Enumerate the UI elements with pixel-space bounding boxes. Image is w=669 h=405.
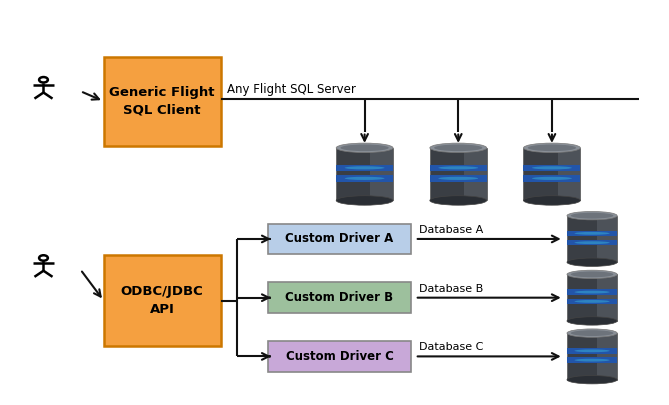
- FancyBboxPatch shape: [268, 341, 411, 372]
- Polygon shape: [371, 148, 393, 200]
- Ellipse shape: [575, 291, 609, 294]
- Text: Database C: Database C: [419, 342, 484, 352]
- Ellipse shape: [575, 241, 609, 244]
- Bar: [430, 175, 487, 181]
- Ellipse shape: [567, 375, 617, 384]
- Polygon shape: [597, 275, 617, 321]
- Ellipse shape: [337, 143, 393, 153]
- Text: Custom Driver A: Custom Driver A: [286, 232, 393, 245]
- Bar: [567, 357, 617, 363]
- Bar: [567, 289, 617, 295]
- Ellipse shape: [567, 317, 617, 325]
- Bar: [567, 240, 617, 245]
- Polygon shape: [567, 275, 617, 321]
- Bar: [337, 175, 393, 181]
- FancyBboxPatch shape: [104, 57, 221, 146]
- Ellipse shape: [438, 177, 478, 180]
- Text: Custom Driver B: Custom Driver B: [286, 291, 393, 304]
- Ellipse shape: [523, 143, 580, 153]
- Polygon shape: [523, 148, 580, 200]
- Bar: [567, 298, 617, 304]
- Ellipse shape: [345, 166, 385, 169]
- FancyBboxPatch shape: [268, 283, 411, 313]
- Polygon shape: [337, 148, 393, 200]
- Bar: [337, 165, 393, 171]
- Bar: [430, 165, 487, 171]
- Ellipse shape: [438, 166, 478, 169]
- Text: Database A: Database A: [419, 225, 484, 235]
- Text: Generic Flight
SQL Client: Generic Flight SQL Client: [110, 86, 215, 117]
- Ellipse shape: [575, 300, 609, 303]
- Polygon shape: [464, 148, 487, 200]
- Ellipse shape: [341, 145, 389, 151]
- Bar: [567, 348, 617, 354]
- Ellipse shape: [434, 145, 482, 151]
- Ellipse shape: [337, 196, 393, 205]
- FancyBboxPatch shape: [268, 224, 411, 254]
- Text: ODBC/JDBC
API: ODBC/JDBC API: [121, 285, 203, 316]
- Ellipse shape: [571, 271, 613, 277]
- Text: Database B: Database B: [419, 284, 484, 294]
- Ellipse shape: [571, 330, 613, 336]
- Polygon shape: [558, 148, 580, 200]
- Ellipse shape: [430, 196, 487, 205]
- Polygon shape: [430, 148, 487, 200]
- Text: Custom Driver C: Custom Driver C: [286, 350, 393, 363]
- Ellipse shape: [567, 270, 617, 279]
- Bar: [567, 230, 617, 236]
- Ellipse shape: [567, 329, 617, 337]
- Polygon shape: [567, 333, 617, 380]
- Ellipse shape: [575, 350, 609, 352]
- Ellipse shape: [532, 177, 572, 180]
- Ellipse shape: [532, 166, 572, 169]
- Ellipse shape: [575, 232, 609, 235]
- Ellipse shape: [567, 211, 617, 220]
- Ellipse shape: [567, 258, 617, 266]
- Polygon shape: [597, 216, 617, 262]
- Ellipse shape: [528, 145, 576, 151]
- Bar: [523, 175, 580, 181]
- Polygon shape: [597, 333, 617, 380]
- FancyBboxPatch shape: [104, 255, 221, 346]
- Ellipse shape: [345, 177, 385, 180]
- Ellipse shape: [523, 196, 580, 205]
- Polygon shape: [567, 216, 617, 262]
- Ellipse shape: [430, 143, 487, 153]
- Ellipse shape: [571, 213, 613, 219]
- Text: Any Flight SQL Server: Any Flight SQL Server: [227, 83, 357, 96]
- Bar: [523, 165, 580, 171]
- Ellipse shape: [575, 359, 609, 362]
